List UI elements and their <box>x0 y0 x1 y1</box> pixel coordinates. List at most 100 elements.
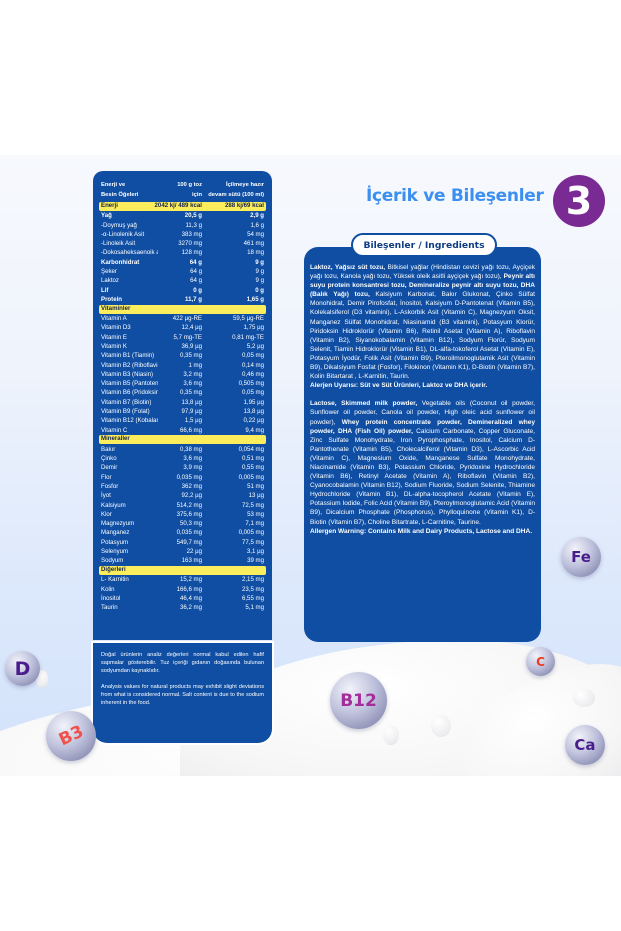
value-per-100g: 46,4 mg <box>179 594 202 602</box>
nutrient-name: Kolin <box>101 585 115 593</box>
value-per-100ml: 0,51 mg <box>241 455 264 463</box>
ingredients-tr-bold-2: Peynir altı suyu protein konsantresi toz… <box>310 273 535 299</box>
value-per-100ml: 5,2 µg <box>246 342 264 350</box>
value-per-100g: 64 g <box>190 277 202 285</box>
energy-row: Enerji 2042 kj/ 489 kcal 288 kj/69 kcal <box>99 202 266 211</box>
value-per-100ml: 53 mg <box>247 510 264 518</box>
value-per-100g: 3,9 mg <box>183 464 202 472</box>
ingredients-tr-text-2: Kalsiyum Karbonat, Bakır Glukonat, Çinko… <box>310 291 535 381</box>
value-per-100ml: 0,14 mg <box>241 361 264 369</box>
nutrient-row: Karbonhidrat 64 g 9 g <box>99 258 266 267</box>
value-per-100ml: 59,5 µg-RE <box>233 315 264 323</box>
value-per-100g: 66,6 mg <box>179 426 202 434</box>
header-per-100ml-2: devam sütü (100 ml) <box>208 192 264 198</box>
value-per-100ml: 461 mg <box>243 240 264 248</box>
milk-drop <box>431 715 451 737</box>
section-label: Mineraller <box>101 435 130 443</box>
value-per-100g: 22 µg <box>186 547 202 555</box>
sphere-label: D <box>14 657 31 680</box>
value-per-100ml: 51 mg <box>247 482 264 490</box>
value-per-100g: 11,7 g <box>185 295 202 303</box>
nutrient-row: Kolin 166,6 mg 23,5 mg <box>99 585 266 594</box>
value-per-100g: 0,035 mg <box>176 529 202 537</box>
milk-drop <box>383 725 399 745</box>
nutrient-row: Selenyum 22 µg 3,1 µg <box>99 547 266 556</box>
value-per-100ml: 0,05 mg <box>241 389 264 397</box>
value-per-100ml: 5,1 mg <box>245 604 264 612</box>
nutrient-row: İnositol 46,4 mg 6,55 mg <box>99 594 266 603</box>
value-per-100ml: 9 g <box>255 258 264 266</box>
sphere-label: B3 <box>55 721 87 751</box>
nutrient-name: L- Karnitin <box>101 576 129 584</box>
value-per-100ml: 0,22 µg <box>243 417 264 425</box>
value-per-100g: 3270 mg <box>178 240 202 248</box>
nutrient-row: Vitamin C 66,6 mg 9,4 mg <box>99 426 266 435</box>
header-per-100g-2: için <box>192 192 202 198</box>
others-list: L- Karnitin 15,2 mg 2,15 mg Kolin 166,6 mg 23… <box>99 575 266 612</box>
nutrient-row: Vitamin B5 (Pantotenik Asit) 3,6 mg 0,505 … <box>99 379 266 388</box>
nutrient-name: Demir <box>101 464 118 472</box>
nutrient-row: Yağ 20,5 g 2,9 g <box>99 211 266 220</box>
nutrient-row: Demir 3,9 mg 0,55 mg <box>99 463 266 472</box>
nutrient-row: Sodyum 163 mg 39 mg <box>99 556 266 565</box>
analysis-note: Doğal ürünlerin analiz değerleri normal … <box>93 643 272 743</box>
nutrient-name: Çinko <box>101 455 117 463</box>
nutrient-name: Vitamin B2 (Riboflavin) <box>101 361 158 369</box>
energy-label: Enerji <box>101 202 118 209</box>
macros-list: Yağ 20,5 g 2,9 g -Doymuş yağ 11,3 g 1,6 g -α-L… <box>99 211 266 304</box>
value-per-100ml: 0,005 mg <box>238 473 264 481</box>
value-per-100ml: 13,8 µg <box>243 408 264 416</box>
vitamin-b3-sphere-icon: B3 <box>46 711 96 761</box>
nutrient-name: -Linoleik Asit <box>101 240 136 248</box>
nutrient-name: Potasyum <box>101 538 129 546</box>
ingredients-en-bold-1: Lactose, Skimmed milk powder, <box>310 400 418 408</box>
value-per-100g: 362 mg <box>181 482 202 490</box>
nutrient-row: Klor 375,6 mg 53 mg <box>99 510 266 519</box>
ingredients-tr-bold-1: Laktoz, Yağsız süt tozu, <box>310 264 386 271</box>
nutrient-row: Çinko 3,6 mg 0,51 mg <box>99 454 266 463</box>
stage-number-badge: 3 <box>553 175 605 227</box>
nutrient-row: -Dokosaheksaenoik asit 128 mg 18 mg <box>99 248 266 257</box>
nutrient-name: Fosfor <box>101 482 119 490</box>
value-per-100ml: 54 mg <box>247 230 264 238</box>
value-per-100ml: 7,1 mg <box>245 520 264 528</box>
value-per-100ml: 2,9 g <box>250 212 264 220</box>
nutrient-row: Magnezyum 50,3 mg 7,1 mg <box>99 519 266 528</box>
nutrient-name: Bakır <box>101 445 116 453</box>
value-per-100g: 12,4 µg <box>181 324 202 332</box>
nutrient-row: Laktoz 64 g 9 g <box>99 276 266 285</box>
value-per-100ml: 1,75 µg <box>243 324 264 332</box>
note-english: Analysis values for natural products may… <box>101 684 264 706</box>
nutrient-name: Şeker <box>101 268 117 276</box>
value-per-100g: 422 µg-RE <box>172 315 202 323</box>
section-label: Vitaminler <box>101 304 131 312</box>
sphere-label: C <box>536 654 545 669</box>
sphere-label: Fe <box>571 548 591 566</box>
nutrient-name: Karbonhidrat <box>101 258 140 266</box>
ingredients-panel: Laktoz, Yağsız süt tozu, Bitkisel yağlar… <box>304 247 541 642</box>
nutrient-name: Selenyum <box>101 547 129 555</box>
header-nutrient-label: Enerji ve <box>101 182 126 188</box>
nutrition-header-row: Enerji ve Besin Öğeleri 100 g toz için İçi… <box>99 180 266 200</box>
allergen-warning-en: Allergen Warning: Contains Milk and Dair… <box>310 527 533 535</box>
value-per-100g: 166,6 mg <box>176 585 202 593</box>
ingredients-en-text-1: Vegetable oils (Coconut oil powder, Sunf… <box>310 400 536 426</box>
ingredients-en-bold-2: Whey protein concentrate powder, Deminer… <box>310 418 535 435</box>
value-per-100ml: 77,5 mg <box>241 538 264 546</box>
nutrient-row: -Doymuş yağ 11,3 g 1,6 g <box>99 221 266 230</box>
value-per-100ml: 3,1 µg <box>246 547 264 555</box>
value-per-100ml: 6,55 mg <box>241 594 264 602</box>
nutrient-name: -α-Linolenik Asit <box>101 230 145 238</box>
allergen-warning-tr: Alerjen Uyarısı: Süt ve Süt Ürünleri, La… <box>310 382 488 390</box>
value-per-100g: 1 mg <box>188 361 202 369</box>
value-per-100ml: 9,4 mg <box>245 426 264 434</box>
value-per-100g: 97,9 µg <box>181 408 202 416</box>
iron-fe-sphere-icon: Fe <box>561 537 601 577</box>
nutrient-row: Flor 0,035 mg 0,005 mg <box>99 473 266 482</box>
value-per-100g: 0,035 mg <box>176 473 202 481</box>
value-per-100g: 5,7 mg-TE <box>173 333 202 341</box>
nutrient-row: İyot 92,2 µg 13 µg <box>99 491 266 500</box>
calcium-ca-sphere-icon: Ca <box>565 725 605 765</box>
nutrient-row: Vitamin K 36,9 µg 5,2 µg <box>99 342 266 351</box>
ingredients-label-pill: Bileşenler / Ingredients <box>351 233 497 257</box>
